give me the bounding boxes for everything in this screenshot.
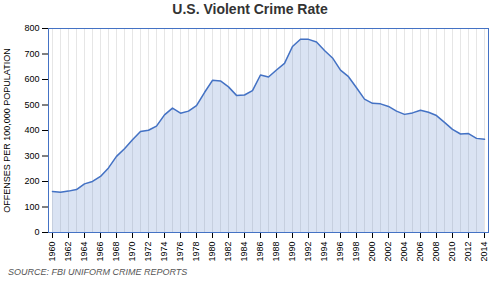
svg-text:1992: 1992	[303, 242, 313, 262]
svg-text:1980: 1980	[207, 242, 217, 262]
html-text:U.S. Violent Crime Rate: U.S. Violent Crime Rate	[172, 1, 328, 17]
svg-text:1996: 1996	[335, 242, 345, 262]
svg-text:2008: 2008	[431, 242, 441, 262]
svg-text:400: 400	[24, 125, 39, 135]
svg-text:1972: 1972	[143, 242, 153, 262]
svg-text:1998: 1998	[351, 242, 361, 262]
html-text:SOURCE: FBI UNIFORM CRIME REPO: SOURCE: FBI UNIFORM CRIME REPORTS	[8, 267, 188, 277]
svg-text:700: 700	[24, 49, 39, 59]
svg-text:1990: 1990	[287, 242, 297, 262]
svg-text:1974: 1974	[159, 242, 169, 262]
svg-text:0: 0	[34, 227, 39, 237]
svg-text:200: 200	[24, 176, 39, 186]
svg-text:1994: 1994	[319, 242, 329, 262]
svg-text:1986: 1986	[255, 242, 265, 262]
svg-text:2006: 2006	[415, 242, 425, 262]
svg-text:2002: 2002	[383, 242, 393, 262]
svg-text:1964: 1964	[79, 242, 89, 262]
svg-text:1968: 1968	[111, 242, 121, 262]
svg-text:2010: 2010	[447, 242, 457, 262]
svg-text:1976: 1976	[175, 242, 185, 262]
svg-text:1966: 1966	[95, 242, 105, 262]
svg-text:OFFENSES PER 100,000 POPULATIO: OFFENSES PER 100,000 POPULATION	[2, 48, 12, 212]
svg-text:2004: 2004	[399, 242, 409, 262]
svg-text:1984: 1984	[239, 242, 249, 262]
svg-text:1960: 1960	[47, 242, 57, 262]
svg-text:600: 600	[24, 74, 39, 84]
svg-text:1988: 1988	[271, 242, 281, 262]
svg-text:300: 300	[24, 151, 39, 161]
svg-text:2014: 2014	[479, 242, 489, 262]
svg-text:500: 500	[24, 100, 39, 110]
svg-text:1978: 1978	[191, 242, 201, 262]
svg-text:2012: 2012	[463, 242, 473, 262]
svg-text:1982: 1982	[223, 242, 233, 262]
svg-text:100: 100	[24, 202, 39, 212]
svg-text:1962: 1962	[63, 242, 73, 262]
svg-text:2000: 2000	[367, 242, 377, 262]
svg-text:1970: 1970	[127, 242, 137, 262]
svg-text:800: 800	[24, 23, 39, 33]
